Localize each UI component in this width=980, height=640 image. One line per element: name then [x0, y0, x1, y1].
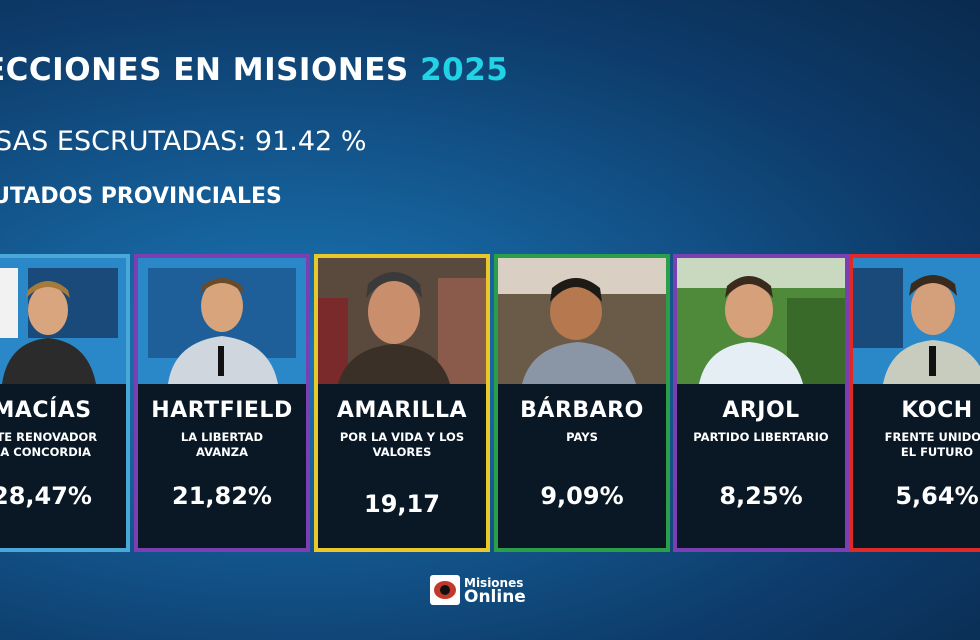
logo-text: Misiones Online: [464, 576, 526, 607]
candidate-party: PARTIDO LIBERTARIO: [693, 430, 829, 444]
candidate-info: ARJOL PARTIDO LIBERTARIO 8,25%: [677, 388, 845, 548]
candidate-info: MACÍAS NTE RENOVADOR LA CONCORDIA 28,47%: [0, 388, 126, 548]
title-text: ECCIONES EN MISIONES: [0, 52, 409, 88]
candidate-card: HARTFIELD LA LIBERTAD AVANZA 21,82%: [134, 254, 310, 552]
candidate-percentage: 5,64%: [895, 482, 979, 510]
page-title: ECCIONES EN MISIONES 2025: [0, 52, 508, 88]
candidate-photo: [318, 258, 486, 384]
candidate-card: BÁRBARO PAYS 9,09%: [494, 254, 670, 552]
candidate-name: AMARILLA: [336, 398, 468, 423]
candidate-photo: [498, 258, 666, 384]
candidate-percentage: 8,25%: [719, 482, 803, 510]
candidate-name: MACÍAS: [0, 398, 92, 423]
candidate-info: AMARILLA POR LA VIDA Y LOS VALORES 19,17: [318, 388, 486, 548]
candidate-party: FRENTE UNIDOS EL FUTURO: [884, 430, 980, 459]
candidate-name: BÁRBARO: [520, 398, 644, 423]
candidate-party: POR LA VIDA Y LOS VALORES: [339, 430, 465, 459]
candidate-photo: [0, 258, 126, 384]
scrutiny-status: ESAS ESCRUTADAS: 91.42 %: [0, 126, 367, 157]
candidate-card: MACÍAS NTE RENOVADOR LA CONCORDIA 28,47%: [0, 254, 130, 552]
candidate-name: ARJOL: [722, 398, 800, 423]
candidate-info: BÁRBARO PAYS 9,09%: [498, 388, 666, 548]
candidate-percentage: 28,47%: [0, 482, 92, 510]
title-year: 2025: [420, 52, 509, 88]
candidate-photo: [677, 258, 845, 384]
candidate-name: KOCH: [901, 398, 973, 423]
candidate-info: KOCH FRENTE UNIDOS EL FUTURO 5,64%: [853, 388, 980, 548]
logo-line1: Misiones: [464, 576, 524, 590]
logo-line2: Online: [464, 587, 526, 607]
candidate-percentage: 21,82%: [172, 482, 272, 510]
candidate-card: AMARILLA POR LA VIDA Y LOS VALORES 19,17: [314, 254, 490, 552]
category-label: PUTADOS PROVINCIALES: [0, 184, 282, 209]
candidate-party: PAYS: [566, 430, 598, 444]
candidate-photo: [853, 258, 980, 384]
candidate-card: KOCH FRENTE UNIDOS EL FUTURO 5,64%: [849, 254, 980, 552]
candidate-card: ARJOL PARTIDO LIBERTARIO 8,25%: [673, 254, 849, 552]
candidate-party: LA LIBERTAD AVANZA: [180, 430, 264, 459]
candidate-party: NTE RENOVADOR LA CONCORDIA: [0, 430, 98, 459]
candidate-photo: [138, 258, 306, 384]
eye-logo-icon: [430, 575, 460, 605]
candidate-percentage: 9,09%: [540, 482, 624, 510]
candidate-name: HARTFIELD: [151, 398, 293, 423]
candidate-percentage: 19,17: [364, 490, 440, 518]
brand-logo: Misiones Online: [430, 572, 526, 608]
candidate-info: HARTFIELD LA LIBERTAD AVANZA 21,82%: [138, 388, 306, 548]
